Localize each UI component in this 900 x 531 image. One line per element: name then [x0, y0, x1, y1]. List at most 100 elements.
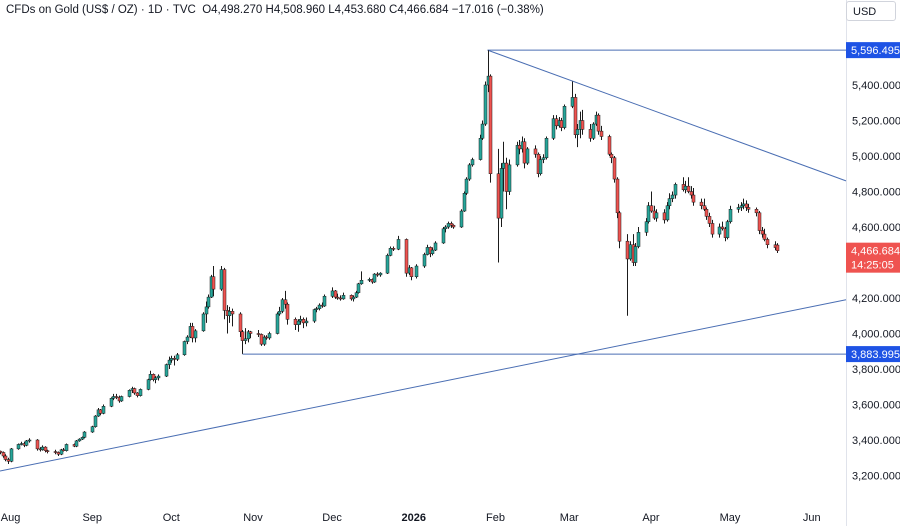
candle-up [206, 296, 211, 308]
candle-up [628, 244, 633, 260]
candle-up [551, 118, 556, 139]
candle-down [264, 336, 269, 339]
candle-up [341, 295, 346, 300]
candle-down [98, 409, 103, 414]
candle-up [591, 123, 596, 139]
candle-up [182, 341, 187, 356]
candle-up [422, 254, 427, 267]
candle-up [277, 311, 282, 315]
candle-down [615, 178, 620, 214]
x-tick-label: Dec [322, 512, 342, 524]
trendline-descending-resistance[interactable] [487, 49, 847, 182]
trendlines[interactable] [0, 49, 847, 472]
candle-up [570, 97, 575, 107]
candle-up [193, 330, 198, 339]
candle-down [699, 201, 704, 206]
candle-up [322, 295, 327, 307]
candles [0, 50, 780, 464]
level-label-text: 5,596.495 [851, 45, 900, 57]
level-label-text: 3,883.995 [851, 349, 900, 361]
candle-up [414, 265, 419, 277]
candle-up [280, 299, 285, 312]
y-tick-label: 5,200.000 [852, 116, 900, 128]
candle-down [504, 162, 509, 192]
x-tick-label: Apr [642, 512, 659, 524]
candle-down [172, 358, 177, 360]
candle-down [691, 194, 696, 203]
candle-down [1, 452, 6, 457]
x-tick-label: Sep [82, 512, 102, 524]
candle-down [596, 114, 601, 132]
candle-up [667, 198, 672, 206]
currency-button[interactable]: USD [846, 1, 896, 21]
candle-down [35, 439, 40, 450]
time-axis[interactable]: Aug Sep Oct Nov Dec 2026 Feb Mar Apr May Jun [1, 512, 821, 524]
candle-down [190, 326, 195, 339]
x-tick-label: Mar [560, 512, 579, 524]
candle-up [673, 184, 678, 196]
candle-up [82, 431, 87, 438]
candle-down [0, 450, 3, 453]
candle-up [262, 336, 267, 345]
candle-down [762, 233, 767, 240]
candle-up [717, 226, 722, 235]
y-tick-label: 3,200.000 [852, 471, 900, 483]
candle-up [148, 374, 153, 380]
candle-up [111, 396, 116, 399]
candle-up [24, 440, 29, 446]
candle-down [533, 148, 538, 155]
x-tick-label: May [720, 512, 741, 524]
candle-up [562, 106, 567, 128]
y-tick-label: 4,200.000 [852, 293, 900, 305]
candle-down [293, 319, 298, 325]
interval[interactable]: 1D [147, 4, 163, 16]
candle-down [612, 157, 617, 180]
candle-down [662, 212, 667, 221]
candle-down [6, 459, 11, 462]
candle-up [19, 443, 24, 445]
candle-up [317, 304, 322, 309]
candle-up [525, 148, 530, 164]
price-labels: 5,596.495 3,883.995 4,466.684 14:25:05 [846, 42, 900, 363]
candle-down [43, 446, 48, 451]
candle-up [367, 279, 372, 281]
candle-down [625, 240, 630, 260]
candle-up [227, 311, 232, 316]
symbol-header: CFDs on Gold (US$ / OZ) · 1D · TVC O 4,4… [6, 4, 544, 16]
candle-up [109, 398, 114, 407]
candle-up [385, 255, 390, 274]
candle-down [404, 239, 409, 274]
candle-down [554, 118, 559, 127]
candle-down [702, 205, 707, 210]
candle-up [443, 226, 448, 230]
symbol-name[interactable]: CFDs on Gold (US$ / OZ) [6, 4, 138, 16]
candle-up [219, 269, 224, 290]
candle-up [314, 308, 319, 310]
candle-up [683, 185, 688, 190]
candle-up [296, 320, 301, 325]
candle-up [64, 444, 69, 451]
candle-up [499, 168, 504, 219]
candle-up [739, 205, 744, 208]
candle-up [665, 205, 670, 221]
candle-down [56, 452, 61, 455]
trendline-ascending-support[interactable] [0, 299, 847, 472]
candle-up [298, 319, 303, 322]
candle-up [119, 396, 124, 402]
y-tick-label: 3,800.000 [852, 364, 900, 376]
candle-up [275, 313, 280, 334]
candle-up [138, 389, 143, 396]
candle-down [517, 145, 522, 150]
candle-down [746, 207, 751, 210]
candle-up [644, 221, 649, 233]
candle-down [607, 136, 612, 155]
current-price-text: 4,466.684 [851, 246, 900, 258]
candle-down [238, 313, 243, 332]
candle-up [728, 209, 733, 222]
candle-up [201, 313, 206, 332]
candle-down [580, 120, 585, 130]
bar-countdown-text: 14:25:05 [851, 260, 894, 272]
candle-down [211, 276, 216, 290]
